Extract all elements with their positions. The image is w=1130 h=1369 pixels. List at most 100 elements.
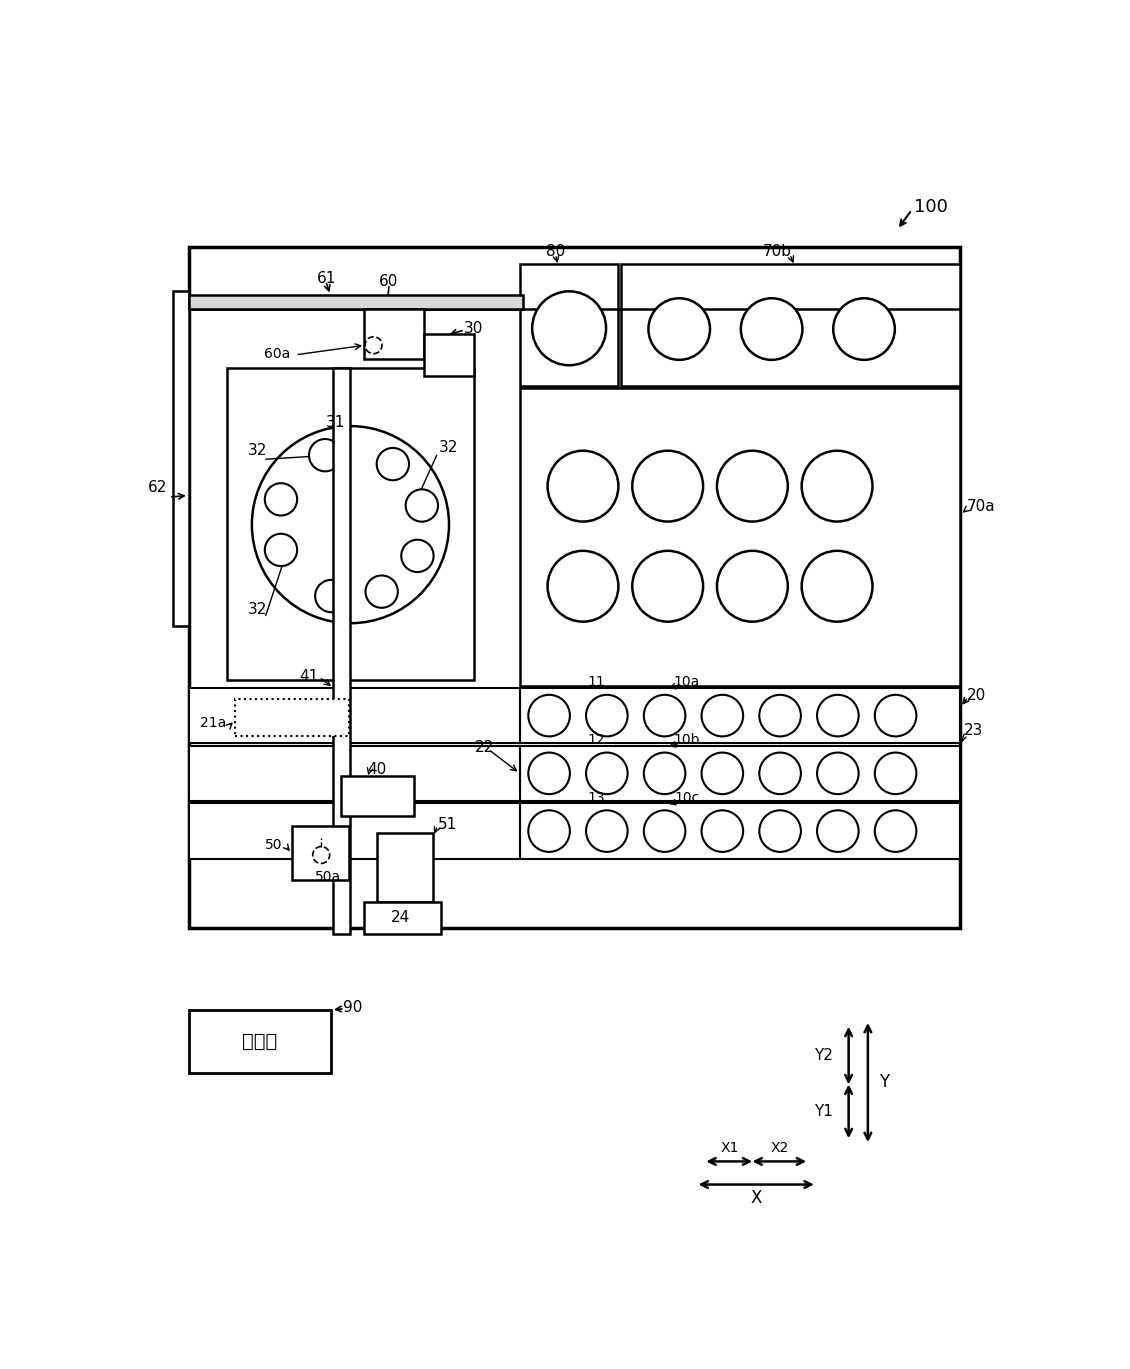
- Text: X: X: [750, 1190, 762, 1207]
- Text: 32: 32: [247, 444, 267, 459]
- Bar: [377, 832, 433, 902]
- Circle shape: [702, 810, 744, 852]
- Circle shape: [586, 753, 627, 794]
- Circle shape: [315, 580, 347, 612]
- Text: 31: 31: [325, 415, 345, 430]
- Text: 30: 30: [463, 320, 483, 335]
- Text: 12: 12: [588, 734, 605, 747]
- Text: 11: 11: [588, 675, 605, 689]
- Circle shape: [548, 450, 618, 522]
- Text: 13: 13: [588, 791, 605, 805]
- Text: Y: Y: [879, 1073, 889, 1091]
- Circle shape: [817, 753, 859, 794]
- Text: 32: 32: [438, 441, 459, 455]
- Bar: [173, 292, 189, 626]
- Circle shape: [759, 810, 801, 852]
- Circle shape: [633, 450, 703, 522]
- Circle shape: [548, 550, 618, 622]
- Circle shape: [649, 298, 710, 360]
- Bar: [520, 804, 960, 858]
- Bar: [189, 804, 520, 858]
- Circle shape: [264, 534, 297, 567]
- Bar: [235, 698, 349, 735]
- Circle shape: [801, 550, 872, 622]
- Circle shape: [759, 753, 801, 794]
- Text: 60a: 60a: [264, 348, 290, 361]
- Circle shape: [741, 298, 802, 360]
- Bar: [189, 746, 520, 801]
- Circle shape: [644, 695, 686, 737]
- Bar: [520, 264, 618, 386]
- Circle shape: [586, 810, 627, 852]
- Circle shape: [716, 550, 788, 622]
- Bar: [227, 368, 473, 680]
- Text: 60: 60: [380, 274, 399, 289]
- Circle shape: [532, 292, 606, 366]
- Text: 23: 23: [964, 723, 983, 738]
- Circle shape: [702, 753, 744, 794]
- Text: 10b: 10b: [673, 734, 701, 747]
- Text: 62: 62: [148, 481, 167, 496]
- Circle shape: [586, 695, 627, 737]
- Circle shape: [875, 695, 916, 737]
- Text: Y1: Y1: [815, 1103, 833, 1118]
- Text: 20: 20: [966, 689, 985, 704]
- Circle shape: [313, 846, 330, 864]
- Circle shape: [529, 753, 570, 794]
- Bar: [424, 334, 473, 376]
- Circle shape: [633, 550, 703, 622]
- Circle shape: [716, 450, 788, 522]
- Text: 61: 61: [316, 271, 337, 286]
- Bar: [520, 687, 960, 743]
- Text: 10c: 10c: [675, 791, 699, 805]
- Circle shape: [529, 695, 570, 737]
- Text: 70a: 70a: [966, 500, 996, 515]
- Text: 22: 22: [476, 741, 495, 756]
- Circle shape: [817, 810, 859, 852]
- Text: 50: 50: [266, 838, 282, 852]
- Bar: [189, 246, 960, 928]
- Text: X2: X2: [771, 1140, 789, 1154]
- Circle shape: [406, 489, 438, 522]
- Circle shape: [875, 753, 916, 794]
- Text: 80: 80: [547, 244, 566, 259]
- Circle shape: [376, 448, 409, 481]
- Circle shape: [833, 298, 895, 360]
- Circle shape: [759, 695, 801, 737]
- Circle shape: [875, 810, 916, 852]
- Text: 10a: 10a: [673, 675, 701, 689]
- Text: Y2: Y2: [815, 1047, 833, 1062]
- Circle shape: [264, 483, 297, 516]
- Text: 40: 40: [367, 763, 386, 778]
- Bar: [520, 746, 960, 801]
- Text: 90: 90: [342, 999, 362, 1014]
- Text: 100: 100: [914, 197, 948, 216]
- Bar: [333, 368, 350, 934]
- Text: 41: 41: [298, 669, 319, 684]
- Circle shape: [252, 426, 449, 623]
- Text: 控制部: 控制部: [242, 1032, 277, 1051]
- Circle shape: [801, 450, 872, 522]
- Bar: [622, 264, 960, 386]
- Bar: [189, 296, 523, 309]
- Circle shape: [529, 810, 570, 852]
- Text: 24: 24: [391, 910, 410, 925]
- Bar: [341, 776, 415, 816]
- Text: 51: 51: [438, 817, 458, 832]
- Circle shape: [308, 439, 341, 471]
- Text: 70b: 70b: [763, 244, 791, 259]
- Bar: [364, 309, 424, 359]
- Text: 50a: 50a: [315, 869, 341, 883]
- Circle shape: [644, 810, 686, 852]
- Text: X1: X1: [720, 1140, 739, 1154]
- Circle shape: [365, 337, 382, 353]
- Bar: [292, 827, 349, 880]
- Circle shape: [644, 753, 686, 794]
- Circle shape: [702, 695, 744, 737]
- Bar: [189, 1010, 331, 1073]
- Circle shape: [365, 575, 398, 608]
- Bar: [189, 687, 520, 743]
- Bar: [364, 902, 441, 934]
- Bar: [520, 387, 960, 686]
- Text: 21a: 21a: [200, 716, 226, 730]
